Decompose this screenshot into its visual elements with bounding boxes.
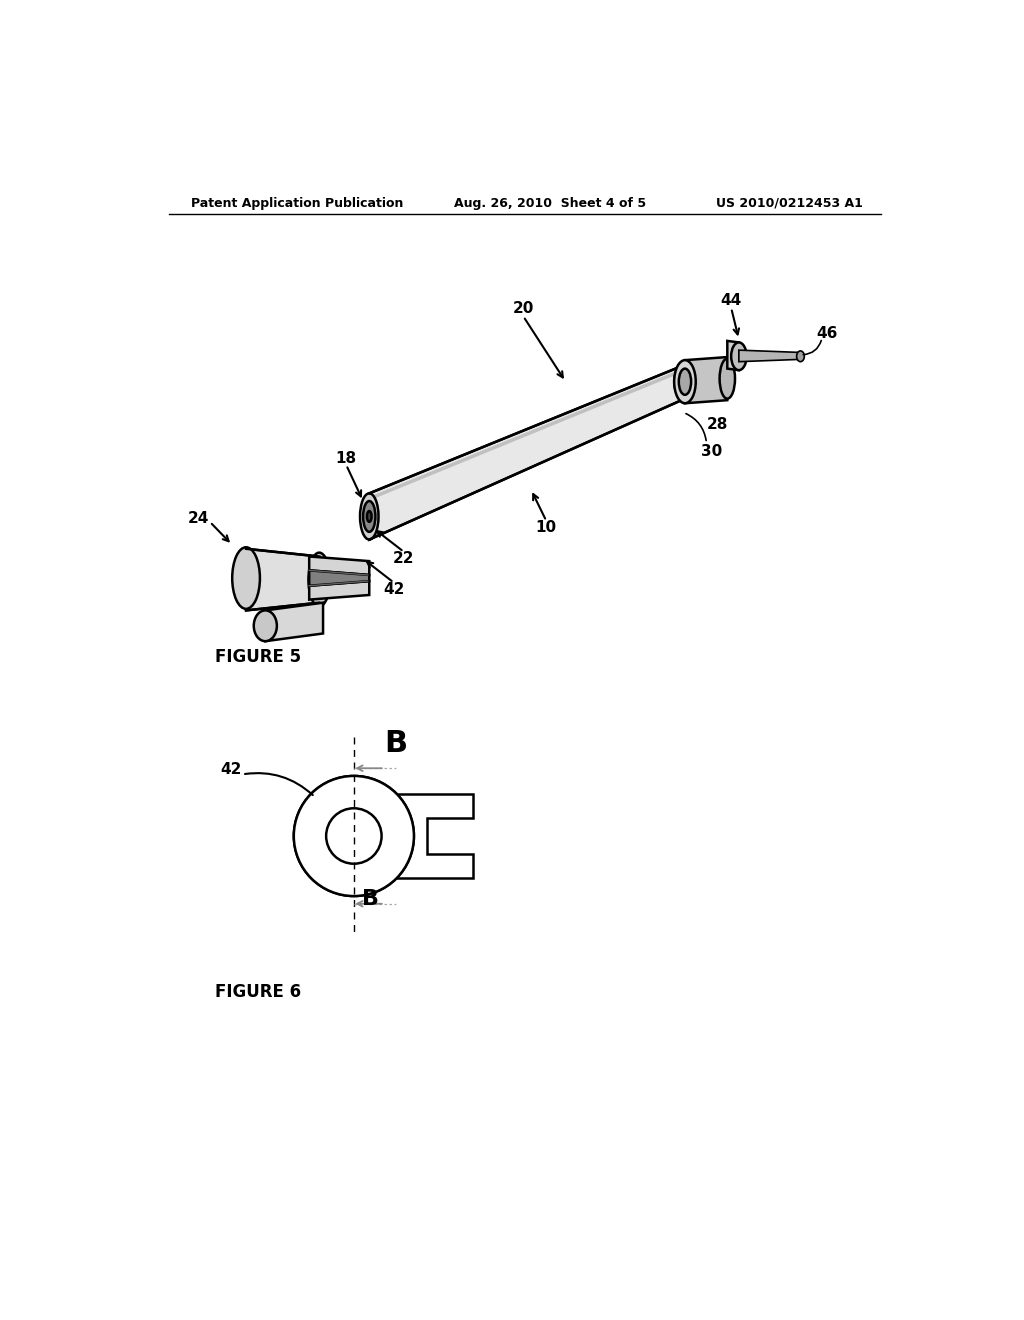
- Polygon shape: [309, 581, 370, 599]
- Polygon shape: [370, 364, 685, 540]
- Polygon shape: [246, 549, 319, 610]
- Ellipse shape: [360, 494, 379, 540]
- Text: US 2010/0212453 A1: US 2010/0212453 A1: [716, 197, 862, 210]
- Ellipse shape: [232, 548, 260, 609]
- Text: 28: 28: [707, 417, 728, 432]
- Ellipse shape: [308, 553, 330, 607]
- Ellipse shape: [731, 342, 746, 370]
- Ellipse shape: [254, 610, 276, 642]
- Text: 30: 30: [701, 444, 723, 458]
- Text: 42: 42: [220, 762, 242, 776]
- Ellipse shape: [674, 364, 695, 399]
- Polygon shape: [265, 603, 323, 642]
- Text: Aug. 26, 2010  Sheet 4 of 5: Aug. 26, 2010 Sheet 4 of 5: [454, 197, 646, 210]
- Ellipse shape: [367, 511, 372, 521]
- Circle shape: [294, 776, 414, 896]
- Ellipse shape: [720, 359, 735, 399]
- Polygon shape: [309, 557, 370, 576]
- Polygon shape: [354, 795, 473, 878]
- FancyArrowPatch shape: [803, 341, 821, 355]
- Text: 22: 22: [393, 552, 415, 566]
- Text: 46: 46: [817, 326, 838, 342]
- Polygon shape: [739, 350, 801, 362]
- Text: B: B: [362, 890, 379, 909]
- Text: Patent Application Publication: Patent Application Publication: [190, 197, 403, 210]
- Ellipse shape: [674, 360, 695, 404]
- Text: 44: 44: [721, 293, 741, 309]
- Circle shape: [294, 776, 414, 896]
- Text: 18: 18: [336, 451, 356, 466]
- FancyArrowPatch shape: [245, 774, 312, 795]
- Text: 42: 42: [383, 582, 404, 597]
- Polygon shape: [727, 341, 739, 370]
- Ellipse shape: [679, 368, 691, 395]
- Text: 10: 10: [536, 520, 557, 536]
- Text: FIGURE 6: FIGURE 6: [215, 982, 301, 1001]
- Text: 24: 24: [187, 511, 209, 527]
- Text: FIGURE 5: FIGURE 5: [215, 648, 301, 667]
- Text: 20: 20: [513, 301, 534, 315]
- Text: B: B: [385, 729, 408, 758]
- Circle shape: [326, 808, 382, 863]
- Polygon shape: [685, 358, 727, 404]
- Polygon shape: [309, 570, 370, 586]
- Ellipse shape: [364, 502, 376, 532]
- FancyArrowPatch shape: [686, 413, 707, 441]
- Ellipse shape: [797, 351, 804, 362]
